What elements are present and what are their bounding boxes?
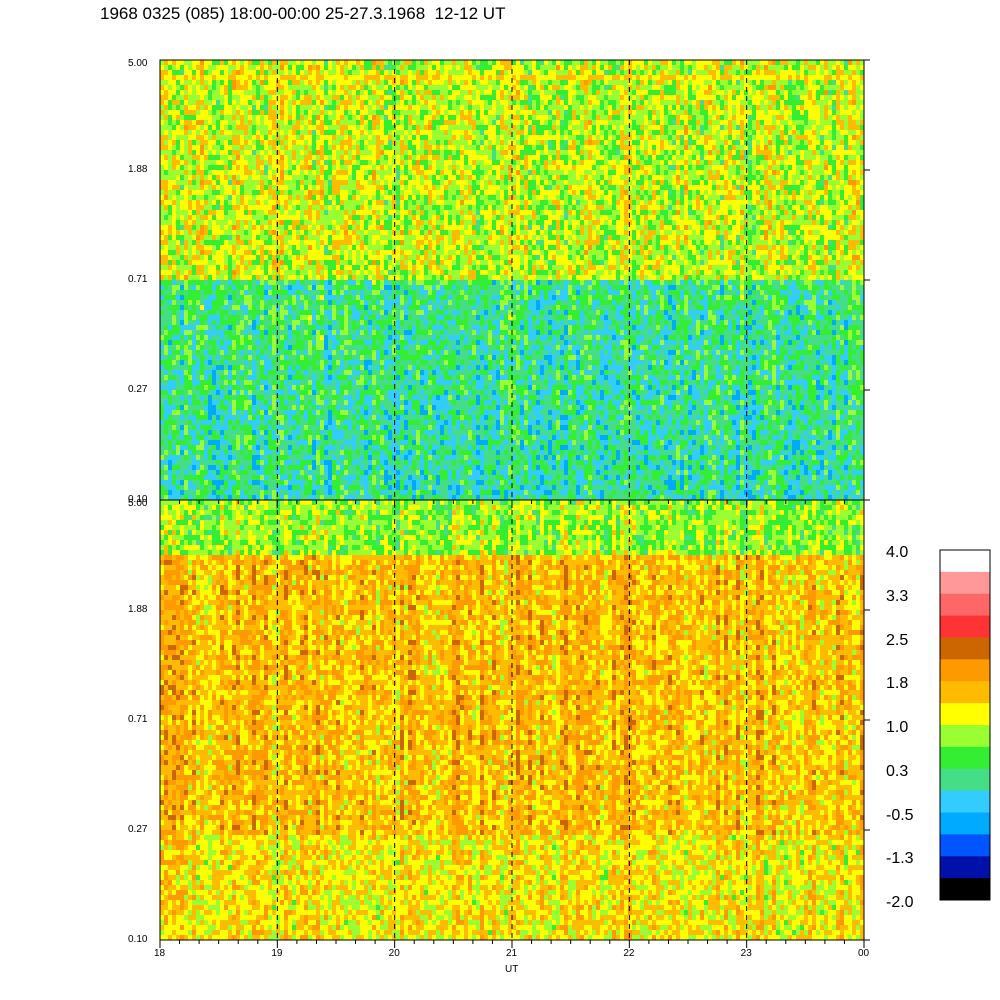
- x-tick-label: 19: [271, 948, 282, 959]
- colorbar-segment: [940, 747, 990, 769]
- colorbar-label: -2.0: [886, 894, 914, 912]
- y-tick-label: 5.00: [128, 58, 147, 69]
- y-tick-label: 0.71: [128, 274, 147, 285]
- x-axis-label: UT: [505, 964, 518, 975]
- colorbar-label: 0.3: [886, 763, 908, 781]
- x-tick-label: 21: [506, 948, 517, 959]
- x-tick-label: 00: [858, 948, 869, 959]
- colorbar-label: 1.8: [886, 675, 908, 693]
- colorbar-segment: [940, 791, 990, 813]
- colorbar-segment: [940, 813, 990, 835]
- x-tick-label: 18: [154, 948, 165, 959]
- y-tick-label: 0.27: [128, 384, 147, 395]
- colorbar-label: 1.0: [886, 719, 908, 737]
- colorbar-label: 2.5: [886, 632, 908, 650]
- colorbar-segment: [940, 834, 990, 856]
- colorbar-label: -1.3: [886, 850, 914, 868]
- y-tick-label: 0.71: [128, 714, 147, 725]
- y-tick-label: 5.00: [128, 498, 147, 509]
- x-tick-label: 23: [741, 948, 752, 959]
- y-tick-label: 1.88: [128, 604, 147, 615]
- colorbar-label: 4.0: [886, 544, 908, 562]
- colorbar-segment: [940, 594, 990, 616]
- colorbar-label: -0.5: [886, 807, 914, 825]
- colorbar-segment: [940, 725, 990, 747]
- x-tick-label: 20: [389, 948, 400, 959]
- y-tick-label: 0.27: [128, 824, 147, 835]
- x-tick-label: 22: [623, 948, 634, 959]
- colorbar-segment: [940, 681, 990, 703]
- colorbar-segment: [940, 878, 990, 900]
- colorbar-segment: [940, 572, 990, 594]
- colorbar-segment: [940, 659, 990, 681]
- colorbar-segment: [940, 703, 990, 725]
- colorbar-segment: [940, 769, 990, 791]
- y-tick-label: 0.10: [128, 934, 147, 945]
- colorbar-segment: [940, 550, 990, 572]
- colorbar-segment: [940, 616, 990, 638]
- colorbar-segment: [940, 638, 990, 660]
- colorbar-label: 3.3: [886, 588, 908, 606]
- colorbar-segment: [940, 856, 990, 878]
- y-tick-label: 1.88: [128, 164, 147, 175]
